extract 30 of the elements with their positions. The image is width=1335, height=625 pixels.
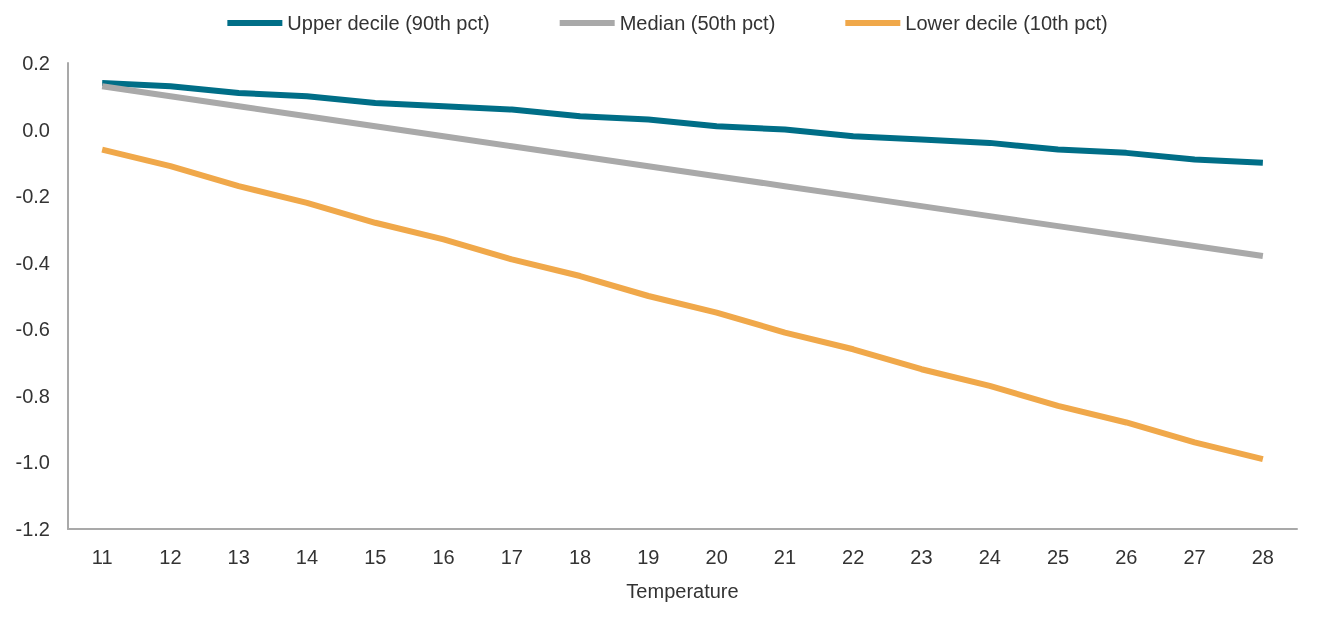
x-tick-label: 28 (1251, 546, 1274, 568)
x-tick-label: 25 (1046, 546, 1070, 568)
x-tick-label: 18 (568, 546, 592, 568)
x-tick-label: 15 (364, 546, 387, 568)
x-tick-label: 16 (432, 546, 455, 568)
x-tick-label: 19 (637, 546, 660, 568)
x-axis-title: Temperature (626, 580, 739, 602)
legend-label: Lower decile (10th pct) (905, 12, 1108, 34)
y-tick-label: -1.2 (15, 518, 50, 540)
y-tick-label: -1.0 (15, 451, 50, 474)
y-tick-label: -0.4 (15, 251, 50, 274)
y-tick-label: -0.2 (15, 185, 50, 208)
x-tick-label: 17 (500, 546, 523, 568)
x-tick-label: 26 (1115, 546, 1138, 568)
x-tick-label: 11 (91, 546, 113, 568)
y-tick-label: 0.2 (22, 52, 50, 74)
legend-label: Median (50th pct) (619, 12, 776, 34)
legend-label: Upper decile (90th pct) (287, 12, 490, 34)
x-tick-label: 20 (705, 546, 728, 568)
x-tick-label: 14 (295, 546, 319, 568)
y-tick-label: 0.0 (22, 118, 50, 141)
x-tick-label: 23 (910, 546, 933, 568)
x-tick-label: 27 (1183, 546, 1206, 568)
x-tick-label: 21 (773, 546, 797, 568)
x-tick-label: 12 (159, 546, 182, 568)
x-tick-label: 13 (227, 546, 250, 568)
y-tick-label: -0.6 (15, 318, 50, 341)
y-tick-label: -0.8 (15, 384, 50, 407)
x-tick-label: 24 (978, 546, 1001, 568)
x-tick-label: 22 (842, 546, 865, 568)
